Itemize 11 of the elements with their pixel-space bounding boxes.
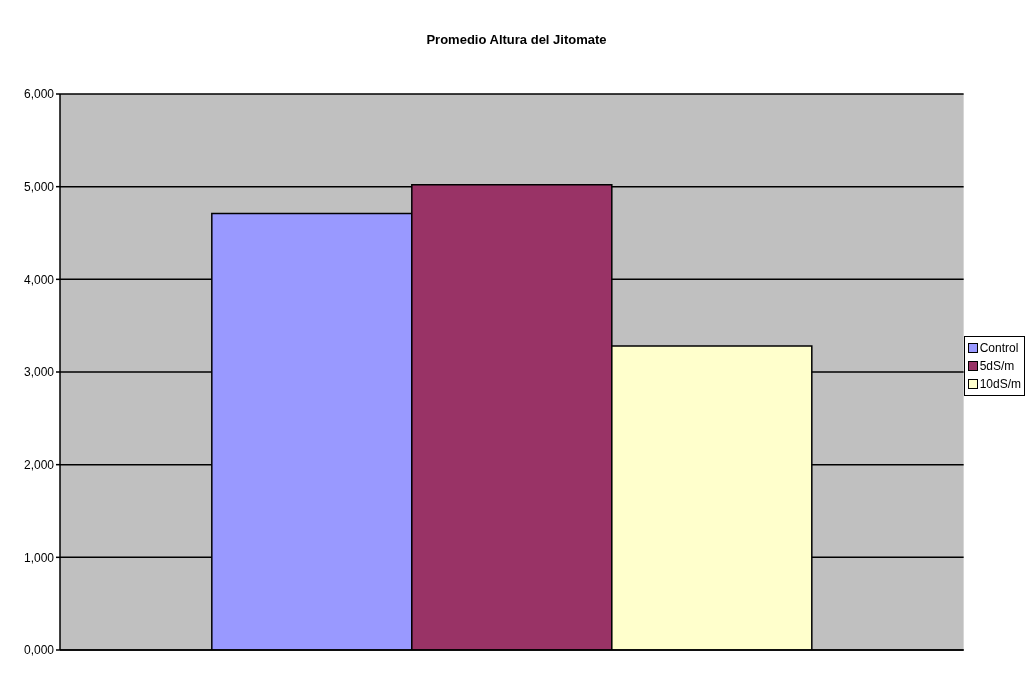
- y-tick-label: 4,000: [23, 272, 55, 287]
- legend-label: 10dS/m: [979, 376, 1021, 393]
- legend-label: Control: [979, 340, 1019, 357]
- y-tick-label: 5,000: [23, 179, 55, 194]
- legend-label: 5dS/m: [979, 358, 1015, 375]
- y-tick-label: 0,000: [23, 643, 55, 658]
- y-tick-label: 3,000: [23, 365, 55, 380]
- y-tick-label: 1,000: [23, 550, 55, 565]
- y-tick-label: 6,000: [23, 87, 55, 102]
- chart-title: Promedio Altura del Jitomate: [425, 31, 608, 49]
- y-tick-label: 2,000: [23, 457, 55, 472]
